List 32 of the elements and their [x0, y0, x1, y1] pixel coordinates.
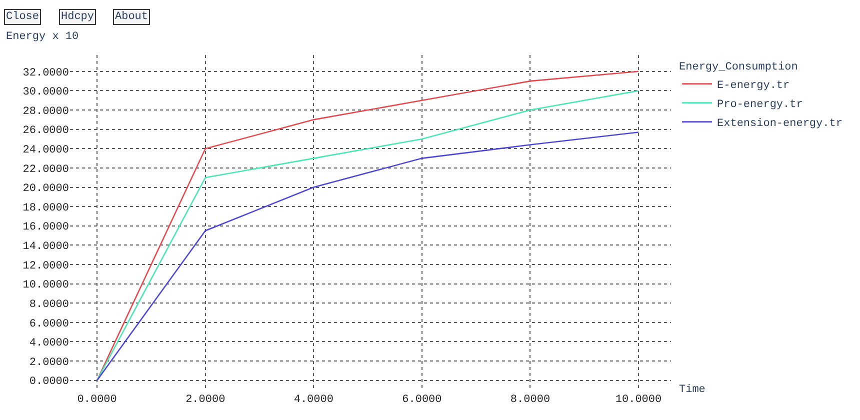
- legend-title: Energy_Consumption: [679, 61, 798, 74]
- y-tick-label: 12.0000: [22, 260, 69, 272]
- x-axis-title: Time: [679, 384, 706, 396]
- text: Hdcpy: [61, 11, 94, 23]
- y-tick-label: 10.0000: [22, 280, 69, 292]
- text: Close: [6, 11, 40, 23]
- y-tick-label: 32.0000: [22, 67, 69, 80]
- text: About: [115, 11, 148, 23]
- x-tick-label: 2.0000: [186, 394, 226, 406]
- y-tick-label: 0.0000: [29, 376, 69, 388]
- y-tick-label: 16.0000: [22, 222, 69, 234]
- legend-label: E-energy.tr: [717, 80, 790, 92]
- x-tick-label: 6.0000: [402, 394, 442, 406]
- y-tick-label: 20.0000: [22, 183, 69, 196]
- y-tick-label: 2.0000: [29, 356, 69, 369]
- y-tick-label: 6.0000: [29, 318, 69, 330]
- y-axis-title: Energy x 10: [6, 31, 79, 43]
- y-tick-label: 28.0000: [22, 106, 69, 118]
- y-tick-label: 8.0000: [29, 298, 69, 311]
- y-tick-label: 24.0000: [22, 144, 69, 156]
- y-tick-label: 14.0000: [22, 241, 69, 254]
- y-tick-label: 18.0000: [22, 202, 69, 214]
- y-tick-label: 22.0000: [22, 164, 69, 176]
- legend-label: Extension-energy.tr: [717, 118, 842, 130]
- x-tick-label: 0.0000: [77, 394, 117, 406]
- x-tick-label: 10.0000: [615, 394, 662, 406]
- x-tick-label: 8.0000: [510, 394, 550, 406]
- x-tick-label: 4.0000: [294, 394, 334, 406]
- y-tick-label: 30.0000: [22, 86, 69, 99]
- y-tick-label: 4.0000: [29, 338, 69, 350]
- legend-label: Pro-energy.tr: [717, 99, 803, 112]
- y-tick-label: 26.0000: [22, 125, 69, 138]
